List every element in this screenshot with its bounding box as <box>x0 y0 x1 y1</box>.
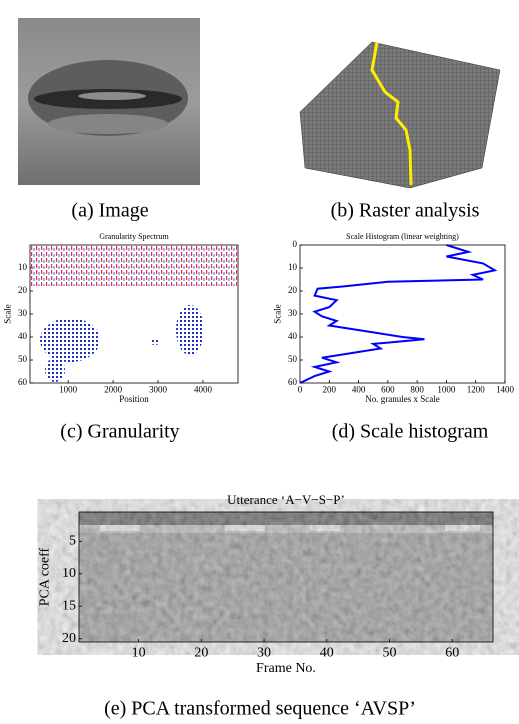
x-tick-label: 60 <box>445 645 459 660</box>
y-tick-label: 10 <box>288 262 298 272</box>
y-tick-label: 10 <box>18 262 28 272</box>
y-tick-label: 20 <box>18 285 28 295</box>
raster-surface <box>299 41 501 189</box>
x-axis-label: Position <box>119 394 149 404</box>
axis-title: Utterance ‘A−V−S−P’ <box>227 492 345 507</box>
y-tick-label: 40 <box>18 331 28 341</box>
x-tick-label: 3000 <box>149 384 168 394</box>
x-tick-label: 1400 <box>496 384 515 394</box>
y-axis-label: PCA coeff <box>38 547 53 606</box>
x-tick-label: 1000 <box>437 384 456 394</box>
x-tick-label: 4000 <box>194 384 213 394</box>
y-tick-label: 10 <box>62 566 76 581</box>
y-tick-label: 60 <box>18 377 28 387</box>
x-tick-label: 30 <box>257 645 271 660</box>
caption: (b) Raster analysis <box>331 200 480 222</box>
lip-image <box>18 18 200 185</box>
x-tick-label: 400 <box>352 384 366 394</box>
y-tick-label: 50 <box>18 354 28 364</box>
y-axis-label: Scale <box>272 304 282 324</box>
y-tick-label: 20 <box>62 631 76 646</box>
pca-heatmap <box>79 512 493 642</box>
y-tick-label: 0 <box>293 239 298 249</box>
caption: (d) Scale histogram <box>332 421 489 443</box>
x-axis-label: Frame No. <box>256 661 316 676</box>
x-tick-label: 800 <box>410 384 424 394</box>
x-tick-label: 50 <box>383 645 397 660</box>
axis-title: Granularity Spectrum <box>99 232 169 241</box>
y-tick-label: 30 <box>288 308 298 318</box>
y-tick-label: 60 <box>288 377 298 387</box>
x-tick-label: 40 <box>320 645 334 660</box>
x-tick-label: 1000 <box>59 384 78 394</box>
x-tick-label: 0 <box>298 384 303 394</box>
y-tick-label: 30 <box>18 308 28 318</box>
caption: (c) Granularity <box>60 421 179 443</box>
x-axis-label: No. granules x Scale <box>365 394 439 404</box>
x-tick-label: 20 <box>194 645 208 660</box>
axes-box <box>78 511 494 643</box>
y-tick-label: 5 <box>69 533 76 548</box>
y-tick-label: 50 <box>288 354 298 364</box>
x-tick-label: 200 <box>323 384 337 394</box>
histogram-line <box>299 244 498 384</box>
axes-box <box>299 244 506 384</box>
y-tick-label: 15 <box>62 598 76 613</box>
x-tick-label: 2000 <box>104 384 123 394</box>
granularity-texture <box>31 246 237 382</box>
y-tick-label: 40 <box>288 331 298 341</box>
y-axis-label: Scale <box>2 304 12 324</box>
x-tick-label: 600 <box>381 384 395 394</box>
x-tick-label: 10 <box>132 645 146 660</box>
axis-title: Scale Histogram (linear weighting) <box>346 232 459 241</box>
caption: (e) PCA transformed sequence ‘AVSP’ <box>104 698 416 720</box>
caption: (a) Image <box>71 200 148 222</box>
x-tick-label: 1200 <box>467 384 486 394</box>
y-tick-label: 20 <box>288 285 298 295</box>
